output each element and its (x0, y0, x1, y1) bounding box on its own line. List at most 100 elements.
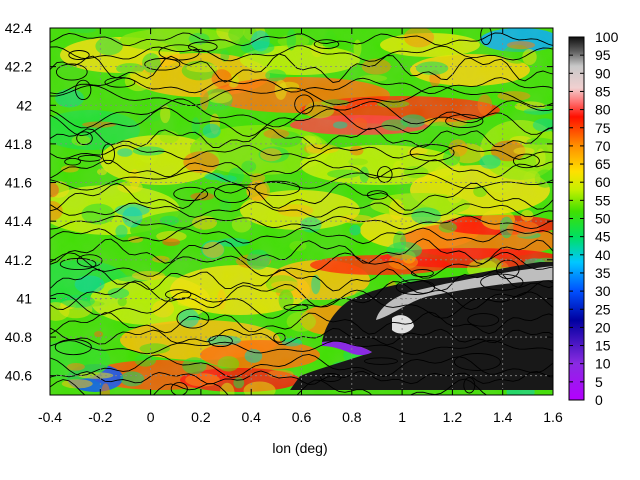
y-tick-label: 42.2 (5, 59, 32, 75)
x-tick-label: 0.8 (342, 409, 362, 425)
contour-line (50, 251, 553, 279)
contour-loop (176, 308, 210, 329)
contour-loop (366, 190, 388, 200)
contour-loop (283, 303, 309, 312)
contour-loop (104, 77, 136, 88)
colorbar-tick-label: 95 (595, 47, 611, 63)
colorbar-tick-label: 85 (595, 83, 611, 99)
contour-loop (467, 313, 500, 327)
y-tick-label: 40.8 (5, 329, 32, 345)
contour-loop (165, 289, 192, 300)
x-tick-label: 1.4 (493, 409, 513, 425)
y-tick-label: 40.6 (5, 368, 32, 384)
y-tick-label: 42.4 (5, 20, 32, 36)
y-axis-ticks: 40.6 40.8 41 41.2 41.4 41.6 41.8 42 42.2 42.4 (5, 20, 553, 384)
colorbar-tick-label: 0 (595, 392, 603, 408)
contour-line (50, 215, 553, 230)
coast-purple (322, 341, 372, 355)
colorbar-tick-label: 55 (595, 192, 611, 208)
contour-loop (480, 28, 492, 46)
y-tick-label: 41.8 (5, 136, 32, 152)
x-tick-label: 1.2 (443, 409, 463, 425)
contour-loop (144, 58, 181, 71)
contour-loop (480, 273, 524, 291)
contour-line (50, 339, 553, 355)
colorbar-tick-label: 80 (595, 102, 611, 118)
contour-line (50, 201, 553, 218)
contour-loop (187, 41, 218, 53)
contour-loop (101, 143, 115, 165)
contour-line (50, 378, 514, 395)
colorbar-tick-label: 75 (595, 120, 611, 136)
contour-loop (76, 254, 103, 268)
contour-loop (75, 79, 92, 101)
x-tick-label: -0.2 (88, 409, 112, 425)
contour-loop (158, 44, 200, 61)
x-tick-label: 0.2 (191, 409, 211, 425)
x-tick-label: 0.4 (241, 409, 261, 425)
y-tick-label: 41 (16, 290, 32, 306)
x-tick-label: 1.6 (543, 409, 563, 425)
contour-loop (463, 377, 476, 394)
y-tick-label: 41.4 (5, 213, 32, 229)
x-axis-ticks: -0.4 -0.2 0 0.2 0.4 0.6 0.8 1 1.2 1.4 1.6 (38, 28, 563, 425)
contour-loop (445, 114, 484, 129)
colorbar-tick-label: 60 (595, 174, 611, 190)
colorbar-tick-label: 35 (595, 265, 611, 281)
contour-loop (410, 269, 434, 278)
contour-loop (313, 39, 340, 49)
colorbar-tick-label: 15 (595, 338, 611, 354)
y-tick-label: 42 (16, 97, 32, 113)
sea-grey-band (376, 266, 553, 320)
contour-line (50, 107, 553, 137)
x-tick-label: 1 (398, 409, 406, 425)
x-tick-label: -0.4 (38, 409, 62, 425)
contour-loop (173, 186, 209, 201)
y-tick-label: 41.6 (5, 175, 32, 191)
contour-loop (496, 259, 520, 280)
contour-loop (453, 353, 501, 371)
colorbar-tick-label: 20 (595, 319, 611, 335)
contour-line (50, 170, 553, 191)
contour-line (50, 45, 553, 62)
contour-line (50, 280, 553, 311)
contour-loop (377, 166, 393, 183)
contour-line (50, 98, 553, 129)
colorbar-tick-label: 100 (595, 29, 619, 45)
contour-loop (76, 131, 93, 146)
contour-line (50, 226, 553, 245)
x-tick-label: 0.6 (292, 409, 312, 425)
contour-loop (320, 373, 342, 382)
contour-line (50, 311, 553, 335)
contour-loop (55, 63, 88, 81)
colorbar-tick-label: 45 (595, 229, 611, 245)
contour-loop (294, 94, 314, 115)
contour-loop (273, 332, 286, 343)
contour-line (50, 353, 553, 378)
contour-line (50, 32, 553, 47)
contour-loop (512, 153, 540, 169)
colorbar-tick-label: 65 (595, 156, 611, 172)
x-axis-label: lon (deg) (272, 440, 327, 456)
contour-line (50, 84, 553, 108)
colorbar-tick-label: 70 (595, 138, 611, 154)
contour-line (50, 289, 553, 319)
contour-loop (254, 180, 301, 197)
colorbar-tick-label: 40 (595, 247, 611, 263)
y-tick-label: 41.2 (5, 252, 32, 268)
colorbar-tick-label: 90 (595, 65, 611, 81)
sea-grey-spot (392, 315, 414, 334)
contour-line (50, 127, 553, 150)
contour-line (50, 53, 553, 83)
grid-lines (50, 28, 553, 395)
contour-loop (59, 257, 97, 271)
colorbar-ticks: 0 5 10 15 20 25 30 35 40 45 50 55 60 65 70 75 80 85 90 95 10… (569, 29, 619, 408)
contour-loop (68, 50, 90, 60)
contour-loop (208, 334, 233, 348)
contour-loop (64, 157, 81, 166)
contour-line (50, 238, 553, 265)
colorbar-tick-label: 25 (595, 301, 611, 317)
colorbar-tick-label: 10 (595, 356, 611, 372)
contour-loop (54, 339, 92, 356)
